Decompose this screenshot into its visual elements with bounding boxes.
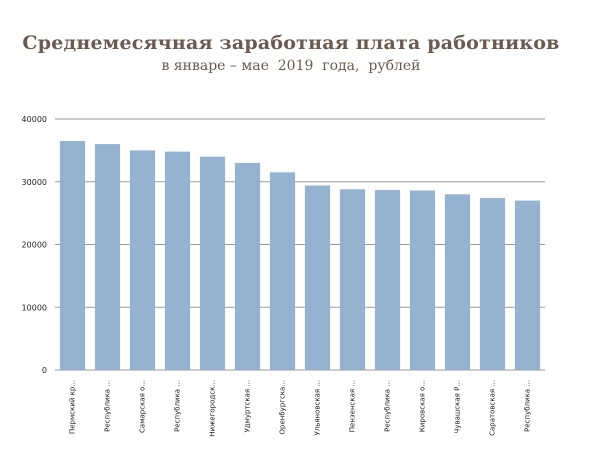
bar [339, 189, 366, 370]
x-tick-label: Ульяновская ... [314, 380, 322, 436]
bar [304, 185, 331, 370]
bar [374, 189, 401, 370]
gridlines [55, 118, 545, 371]
x-tick-label: Оренбургска... [279, 380, 287, 434]
bar [94, 144, 121, 370]
x-tick-label: Удмуртская ... [244, 380, 252, 433]
x-tick-label: Чувашская Р... [454, 380, 462, 433]
y-tick-label: 10000 [22, 303, 47, 312]
x-axis-ticks: Пермский кр... Республика ... Самарская о.… [69, 380, 532, 437]
x-tick-label: Кировская о... [419, 380, 427, 432]
x-tick-label: Республика ... [524, 380, 532, 432]
y-tick-label: 0 [42, 366, 47, 375]
bar [269, 172, 296, 370]
x-tick-label: Пермский кр... [69, 380, 77, 434]
x-tick-label: Нижегородск... [209, 380, 217, 437]
bar [479, 198, 506, 370]
bar [514, 200, 541, 370]
x-tick-label: Самарская о... [139, 380, 147, 433]
x-tick-label: Республика ... [384, 380, 392, 432]
y-tick-label: 20000 [22, 241, 47, 250]
bar [409, 190, 436, 370]
x-tick-label: Саратовская ... [489, 380, 497, 436]
x-tick-label: Республика ... [104, 380, 112, 432]
x-tick-label: Пензенская ... [349, 380, 357, 432]
y-tick-label: 30000 [22, 178, 47, 187]
y-tick-label: 40000 [22, 115, 47, 124]
chart-title: Среднемесячная заработная плата работник… [22, 32, 560, 54]
bar [59, 140, 86, 370]
bar [199, 156, 226, 370]
bar [444, 194, 471, 370]
bar [164, 151, 191, 370]
x-tick-label: Республика ... [174, 380, 182, 432]
bar [129, 150, 156, 371]
bar [234, 162, 261, 370]
bars [59, 140, 541, 371]
chart-subtitle: в январе – мае 2019 года, рублей [161, 58, 421, 74]
y-axis-ticks: 0 10000 20000 30000 40000 [22, 115, 47, 375]
